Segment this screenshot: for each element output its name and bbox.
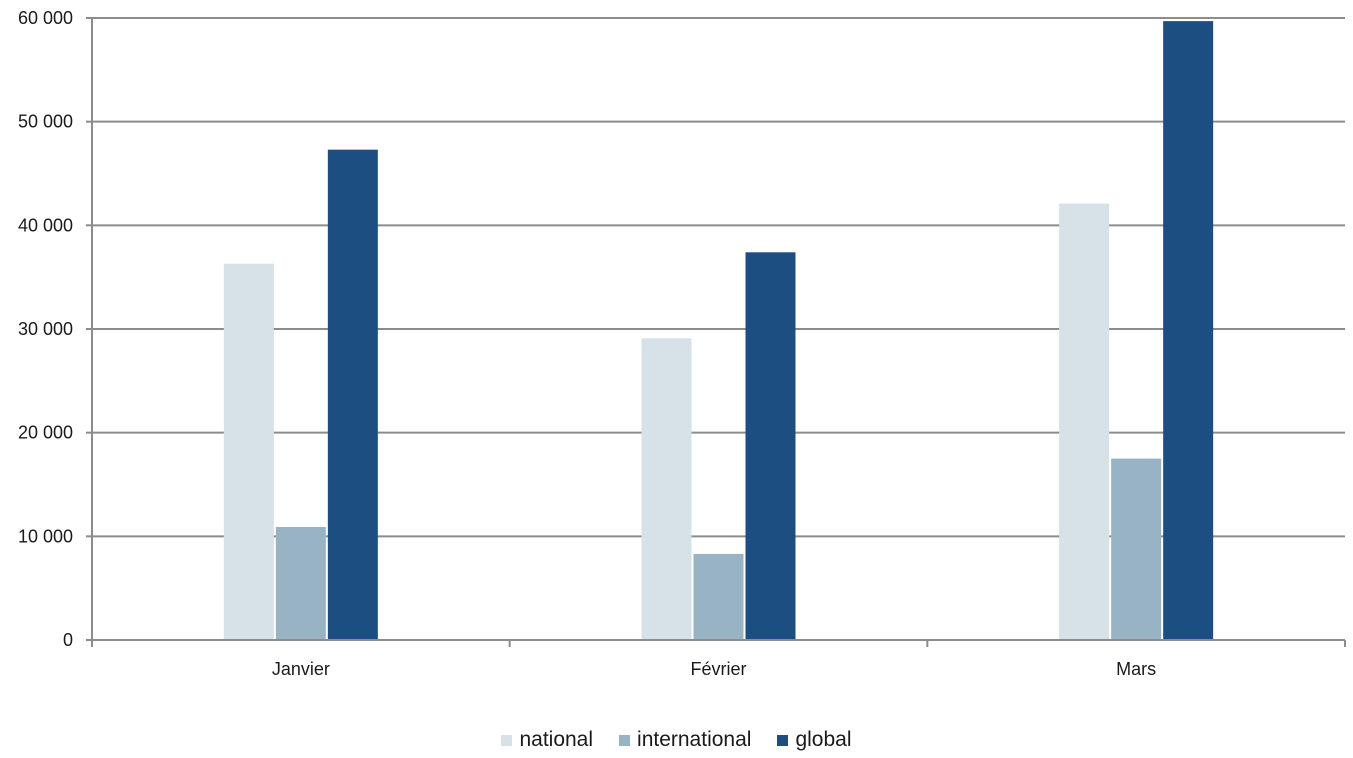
bar-international-0 <box>275 527 326 640</box>
y-tick-label: 20 000 <box>18 423 73 443</box>
gridlines <box>92 17 1345 538</box>
legend-label: national <box>519 728 594 751</box>
legend-item-international: international <box>619 728 751 752</box>
x-tick-label: Janvier <box>272 659 330 679</box>
legend-label: international <box>637 728 752 751</box>
y-tick-label: 0 <box>63 630 73 650</box>
bar-global-1 <box>745 252 796 640</box>
axes <box>86 17 1346 647</box>
bar-international-2 <box>1111 458 1162 640</box>
legend-swatch <box>777 734 789 746</box>
legend-label: global <box>795 728 852 751</box>
legend-item-national: national <box>501 728 593 752</box>
y-tick-label: 10 000 <box>18 526 73 546</box>
bar-national-0 <box>223 263 274 640</box>
legend: national international global <box>0 728 1353 752</box>
legend-swatch <box>501 734 513 746</box>
y-tick-label: 60 000 <box>18 8 73 28</box>
y-tick-label: 50 000 <box>18 112 73 132</box>
x-axis-tick-labels: Janvier Février Mars <box>272 659 1156 679</box>
y-tick-label: 40 000 <box>18 215 73 235</box>
x-tick-label: Mars <box>1116 659 1156 679</box>
bar-global-0 <box>327 149 378 640</box>
bar-national-1 <box>641 338 692 640</box>
y-axis-tick-labels: 0 10 000 20 000 30 000 40 000 50 000 60 000 <box>18 8 73 650</box>
y-tick-label: 30 000 <box>18 319 73 339</box>
bar-global-2 <box>1163 21 1214 641</box>
x-tick-label: Février <box>690 659 746 679</box>
bars <box>223 21 1214 641</box>
legend-swatch <box>619 734 631 746</box>
legend-item-global: global <box>777 728 852 752</box>
bar-international-1 <box>693 553 744 640</box>
bar-national-2 <box>1059 203 1110 640</box>
